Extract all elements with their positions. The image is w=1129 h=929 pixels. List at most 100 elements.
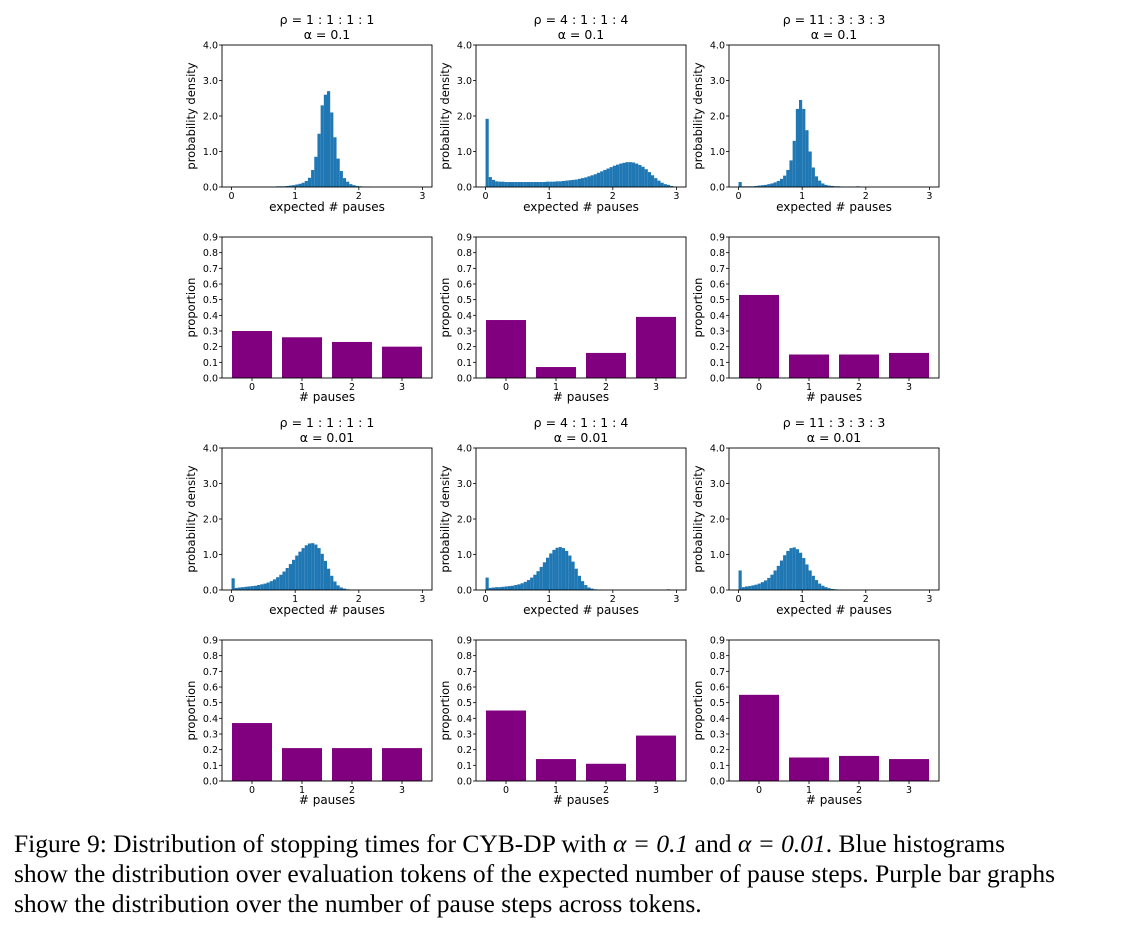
- histogram-bin: [555, 547, 559, 590]
- histogram-bin: [628, 162, 632, 187]
- histogram-bin: [590, 175, 594, 187]
- histogram-bin: [830, 185, 834, 187]
- x-tick-label: 3: [653, 382, 659, 393]
- axes-frame: [475, 44, 687, 188]
- histogram-bin: [779, 178, 784, 187]
- histogram-bin: [317, 548, 321, 590]
- histogram-bin: [288, 564, 292, 590]
- x-tick-label: 0: [249, 785, 255, 796]
- x-tick-label: 0: [503, 785, 509, 796]
- y-tick-label: 0.2: [710, 745, 725, 756]
- y-tick-label: 0.6: [203, 280, 218, 291]
- y-tick-label: 0.1: [710, 358, 725, 369]
- histogram-bin: [485, 118, 489, 187]
- axes-frame: [221, 236, 433, 379]
- histogram-bin: [320, 105, 324, 187]
- x-axis-label: expected # pauses: [523, 603, 639, 617]
- histogram-bin: [783, 555, 787, 590]
- y-tick-label: 0.0: [457, 777, 472, 788]
- histogram-bin: [827, 185, 831, 187]
- histogram-bin: [571, 561, 575, 590]
- histogram-bin: [327, 91, 331, 187]
- histogram-bin: [744, 586, 749, 590]
- y-tick-label: 0.7: [457, 667, 472, 678]
- y-tick-label: 0.5: [457, 295, 472, 306]
- histogram-bin: [485, 577, 489, 590]
- histogram-bin: [558, 181, 562, 187]
- y-axis-label: proportion: [184, 681, 198, 741]
- histogram-bin: [295, 555, 299, 590]
- histogram-bin: [738, 570, 742, 590]
- y-tick-label: 1.0: [457, 147, 472, 158]
- y-tick-label: 0.8: [203, 651, 218, 662]
- histogram-bin: [805, 564, 809, 590]
- histogram-bin: [654, 178, 658, 187]
- y-tick-label: 0.5: [203, 698, 218, 709]
- x-axis-label: # pauses: [553, 390, 609, 404]
- y-tick-label: 0.3: [203, 327, 218, 338]
- proportion-bar: [889, 759, 929, 781]
- histogram-bin: [561, 548, 566, 590]
- histogram-bin: [808, 151, 812, 187]
- histogram-bin: [282, 571, 286, 590]
- x-tick-label: 0: [756, 785, 762, 796]
- bar-panel: [219, 236, 433, 381]
- histogram-bin: [269, 581, 273, 590]
- x-tick-label: 0: [483, 594, 489, 605]
- histogram-bin: [276, 577, 280, 590]
- histogram-bin: [263, 583, 267, 590]
- histogram-bin: [783, 175, 787, 187]
- x-tick-label: 1: [292, 191, 298, 202]
- histogram-bin: [288, 185, 292, 187]
- histogram-bin: [751, 585, 755, 590]
- x-tick-label: 2: [603, 382, 609, 393]
- histogram-bin: [638, 164, 642, 187]
- y-tick-label: 0.4: [457, 714, 472, 725]
- y-tick-label: 0.4: [710, 714, 725, 725]
- histogram-bin: [824, 184, 828, 187]
- histogram-bin: [748, 586, 752, 590]
- histogram-bin: [247, 586, 251, 590]
- proportion-bar: [586, 763, 626, 781]
- histogram-bin: [330, 575, 334, 590]
- histogram-bin: [266, 582, 270, 590]
- y-tick-label: 0.0: [457, 183, 472, 194]
- histogram-bin: [546, 557, 550, 590]
- x-tick-label: 3: [673, 594, 679, 605]
- y-tick-label: 0.9: [203, 636, 218, 647]
- histogram-bin: [336, 585, 340, 590]
- histogram-bin: [827, 588, 831, 590]
- histogram-bin: [339, 171, 343, 187]
- panel-title-alpha: α = 0.1: [558, 27, 605, 42]
- y-tick-label: 0.4: [203, 311, 218, 322]
- histogram-bin: [285, 567, 289, 590]
- histogram-bin: [776, 180, 780, 187]
- y-tick-label: 0.0: [203, 183, 218, 194]
- proportion-bar: [232, 723, 272, 781]
- x-axis-label: # pauses: [553, 793, 609, 807]
- y-tick-label: 4.0: [203, 444, 218, 455]
- histogram-bin: [561, 180, 566, 187]
- histogram-bin: [355, 185, 359, 187]
- histogram-bin: [549, 553, 553, 590]
- histogram-bin: [241, 587, 245, 590]
- y-tick-label: 0.3: [710, 730, 725, 741]
- histogram-bin: [757, 583, 761, 590]
- y-tick-label: 4.0: [457, 444, 472, 455]
- histogram-bin: [533, 182, 537, 187]
- histogram-bin: [814, 580, 819, 590]
- histogram-bin: [754, 584, 758, 590]
- histogram-bin: [333, 137, 337, 187]
- x-tick-label: 2: [349, 785, 355, 796]
- histogram-bin: [770, 183, 774, 187]
- histogram-bin: [824, 587, 828, 590]
- proportion-bar: [486, 320, 526, 378]
- bar-panel: [726, 236, 940, 381]
- bar-panel: [726, 639, 940, 784]
- y-tick-label: 0.5: [710, 295, 725, 306]
- histogram-bin: [647, 172, 651, 187]
- x-tick-label: 2: [610, 191, 616, 202]
- histogram-bin: [565, 180, 569, 187]
- histogram-bin: [501, 181, 505, 187]
- histogram-bin: [311, 169, 315, 187]
